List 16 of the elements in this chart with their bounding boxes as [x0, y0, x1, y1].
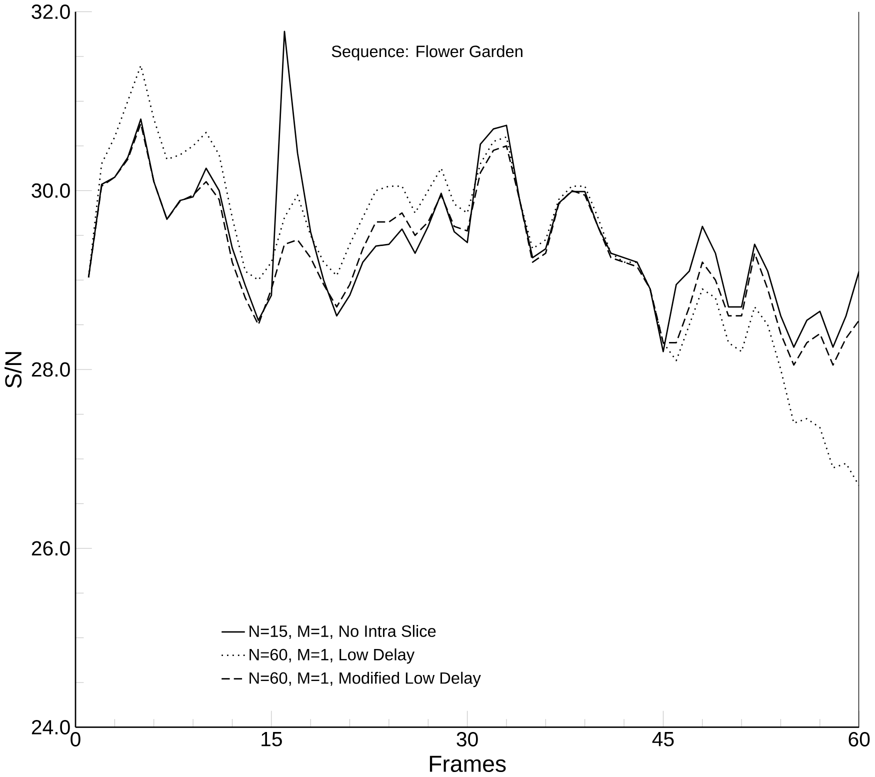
- y-axis-title: S/N: [4, 352, 22, 388]
- y-tick-label: 30.0: [32, 184, 70, 198]
- legend-label: N=60, M=1, Modified Low Delay: [250, 672, 481, 688]
- legend-label: N=60, M=1, Low Delay: [250, 648, 415, 664]
- y-tick-label: 32.0: [32, 4, 70, 20]
- y-tick-label: 24.0: [32, 720, 70, 735]
- annotation: Sequence: Flower Garden: [332, 45, 522, 61]
- x-tick-label: 60: [848, 732, 870, 747]
- x-tick-label: 0: [70, 732, 80, 747]
- y-tick-label: 26.0: [32, 541, 70, 556]
- x-tick-label: 45: [652, 732, 674, 746]
- x-axis-title: Frames: [430, 756, 506, 772]
- y-tick-label: 28.0: [32, 362, 70, 377]
- x-tick-label: 15: [262, 732, 282, 746]
- legend-label: N=15, M=1, No Intra Slice: [250, 625, 436, 640]
- x-tick-label: 30: [456, 732, 478, 747]
